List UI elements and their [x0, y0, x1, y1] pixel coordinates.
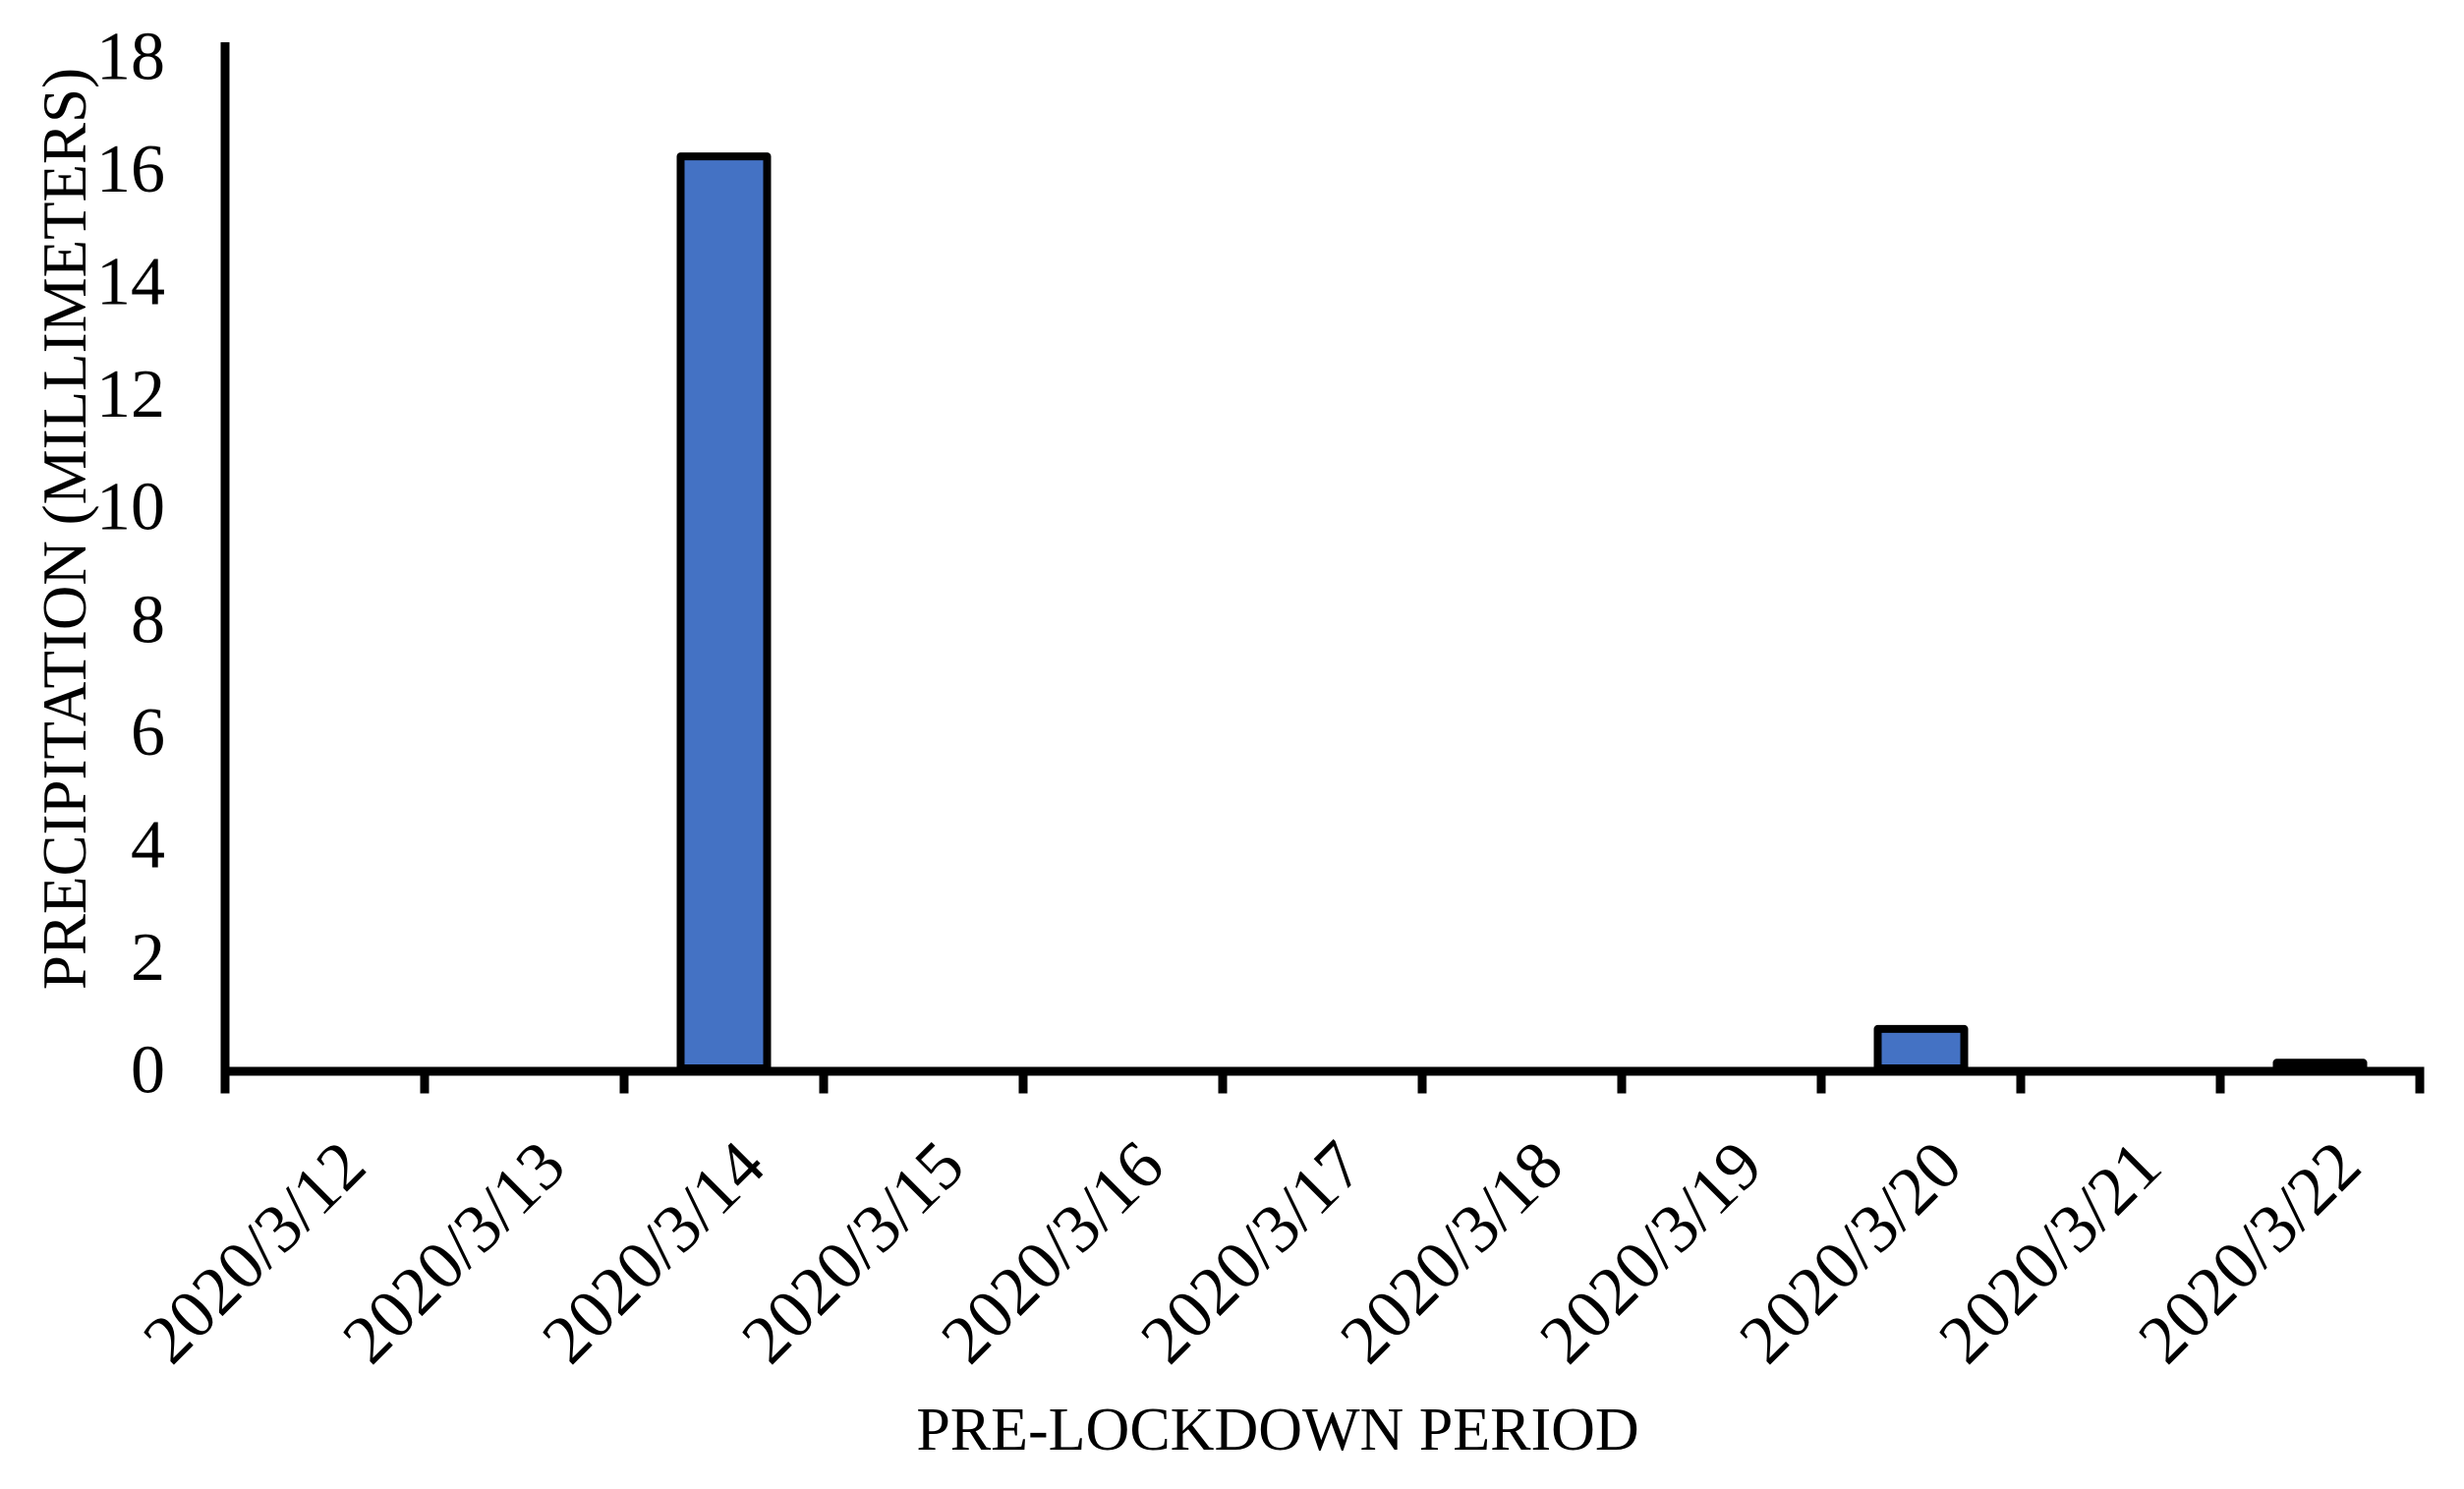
y-tick-label: 0: [131, 1033, 165, 1109]
bars: [676, 152, 2368, 1073]
x-tick-label: 2020/3/20: [1726, 1127, 1977, 1378]
x-axis-line: [220, 1066, 2425, 1076]
y-axis-line: [220, 42, 230, 1076]
x-tick-label: 2020/3/15: [728, 1127, 979, 1378]
bar-2020/3/20: [1873, 1024, 1969, 1072]
y-tick-label: 6: [131, 695, 165, 771]
y-tick-label: 4: [131, 807, 165, 883]
x-axis-tick: [2215, 1066, 2225, 1094]
x-axis-tick: [1018, 1066, 1028, 1094]
y-tick-label: 14: [96, 245, 165, 320]
y-tick-label: 12: [96, 357, 165, 432]
x-tick-label: 2020/3/18: [1327, 1127, 1577, 1378]
x-tick-label: 2020/3/19: [1526, 1127, 1777, 1378]
x-tick-label: 2020/3/21: [1925, 1127, 2176, 1378]
bar-2020/3/14: [676, 152, 772, 1073]
x-tick-label: 2020/3/12: [130, 1127, 380, 1378]
x-axis-tick: [1218, 1066, 1228, 1094]
y-tick-label: 8: [131, 582, 165, 658]
x-axis-tick: [2415, 1066, 2425, 1094]
x-tick-label: 2020/3/17: [1127, 1127, 1378, 1378]
x-axis-tick: [1816, 1066, 1826, 1094]
x-axis-tick: [819, 1066, 829, 1094]
x-axis-tick: [619, 1066, 629, 1094]
x-tick-label: 2020/3/14: [529, 1127, 779, 1378]
x-axis-title: PRE-LOCKDOWN PERIOD: [916, 1397, 1638, 1463]
x-tick-label: 2020/3/22: [2125, 1127, 2376, 1378]
y-axis-title: PRECIPITATION (MILLIMETERS): [30, 68, 99, 990]
x-axis-tick: [1617, 1066, 1627, 1094]
x-axis-tick: [420, 1066, 430, 1094]
x-tick-label: 2020/3/13: [329, 1127, 580, 1378]
y-tick-label: 10: [96, 470, 165, 545]
x-axis-tick: [220, 1066, 230, 1094]
x-axis-tick: [1417, 1066, 1427, 1094]
x-axis-tick: [2016, 1066, 2026, 1094]
x-tick-label: 2020/3/16: [928, 1127, 1178, 1378]
y-tick-label: 16: [96, 132, 165, 207]
y-tick-label: 2: [131, 920, 165, 996]
y-tick-label: 18: [96, 20, 165, 95]
y-axis-tick-labels: 0 2 4 6 8 10 12 14 16 18: [96, 20, 165, 1109]
x-axis-tick-labels: 2020/3/122020/3/132020/3/142020/3/152020…: [130, 1127, 2376, 1378]
axes: [220, 42, 2425, 1094]
